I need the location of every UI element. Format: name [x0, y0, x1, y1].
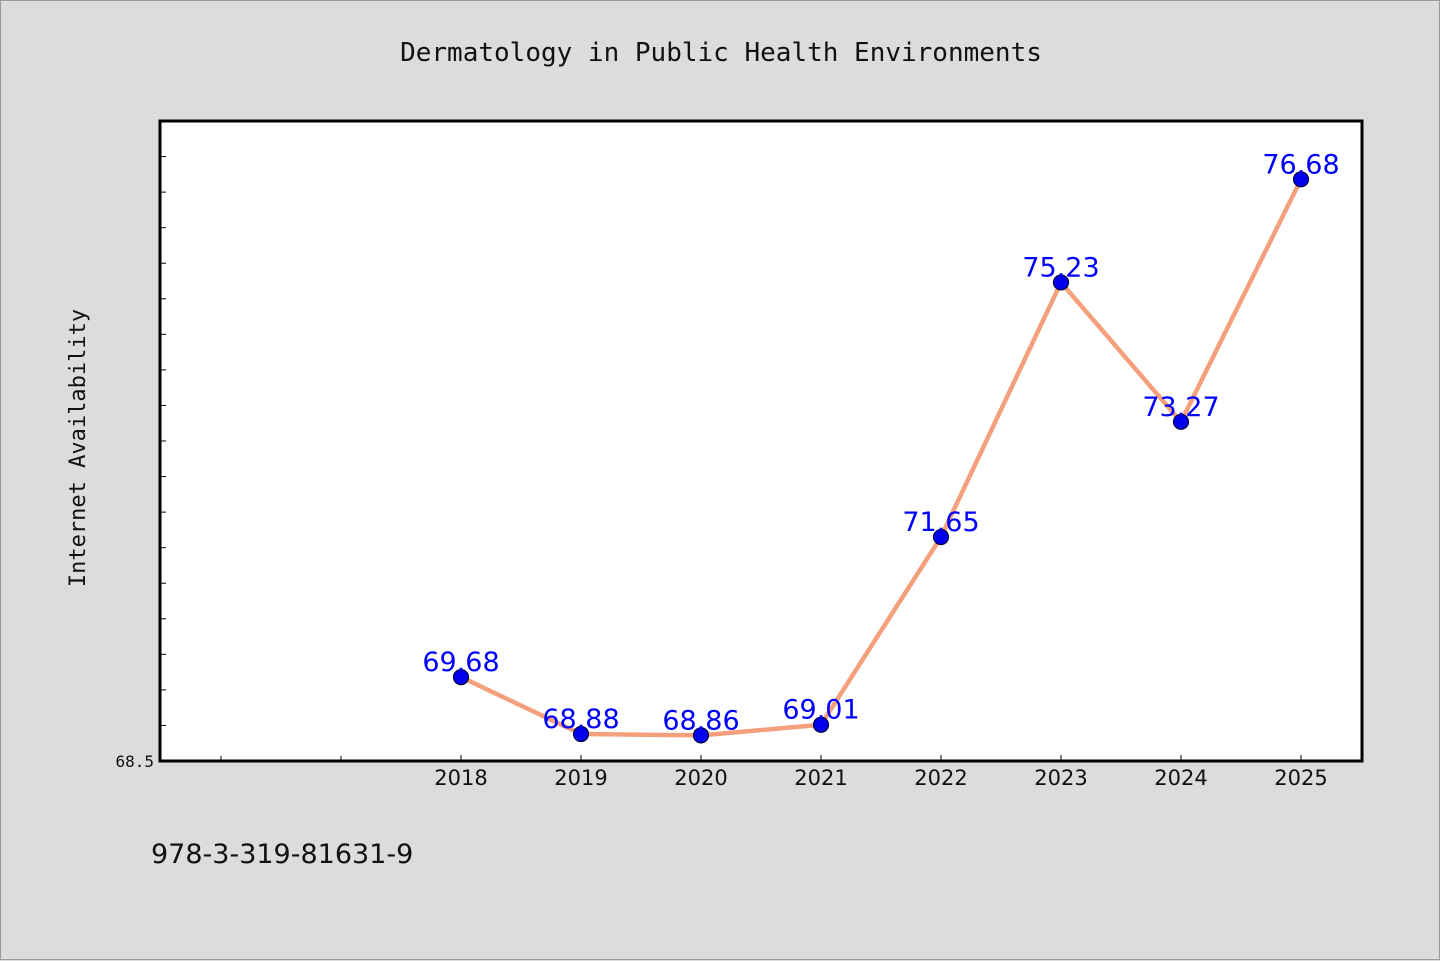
x-tick-label: 2018 — [434, 766, 487, 790]
data-point — [932, 528, 950, 546]
y-tick-label: 68.5 — [115, 752, 154, 771]
data-point — [1172, 413, 1190, 430]
data-label: 75.23 — [1022, 252, 1099, 283]
data-point — [452, 668, 470, 686]
data-label: 73.27 — [1142, 392, 1219, 423]
data-label: 69.68 — [422, 647, 499, 678]
data-label: 76.68 — [1262, 149, 1339, 180]
series-line-group — [460, 178, 1304, 738]
series-line — [460, 178, 1304, 738]
x-tick-label: 2020 — [674, 766, 727, 790]
chart-title: Dermatology in Public Health Environment… — [400, 38, 1042, 68]
data-label: 68.88 — [542, 704, 619, 735]
data-labels: 69.68 68.88 68.86 69.01 71.65 75.23 73.27 76.68 — [422, 149, 1339, 736]
isbn-footer: 978-3-319-81631-9 — [151, 839, 413, 870]
x-tick-label: 2021 — [794, 766, 847, 790]
data-point — [572, 725, 590, 743]
x-tick-label: 2025 — [1274, 766, 1327, 790]
x-tick-label: 2024 — [1154, 766, 1207, 790]
data-label: 69.01 — [782, 695, 859, 726]
x-tick-label: 2023 — [1034, 766, 1087, 790]
data-markers — [452, 171, 1310, 744]
data-point — [812, 716, 830, 733]
data-point — [692, 727, 710, 744]
data-label: 71.65 — [902, 507, 979, 538]
y-axis-ticks: 68.5 — [115, 156, 166, 771]
plot-area — [158, 119, 1364, 763]
data-point — [1052, 274, 1070, 291]
y-axis-label: Internet Availability — [66, 309, 91, 587]
x-tick-label: 2019 — [554, 766, 607, 790]
x-axis-ticks: 2018 2019 2020 2021 2022 2023 2024 2025 — [220, 755, 1328, 790]
data-label: 68.86 — [662, 705, 739, 736]
x-tick-label: 2022 — [914, 766, 967, 790]
data-point — [1292, 171, 1310, 188]
